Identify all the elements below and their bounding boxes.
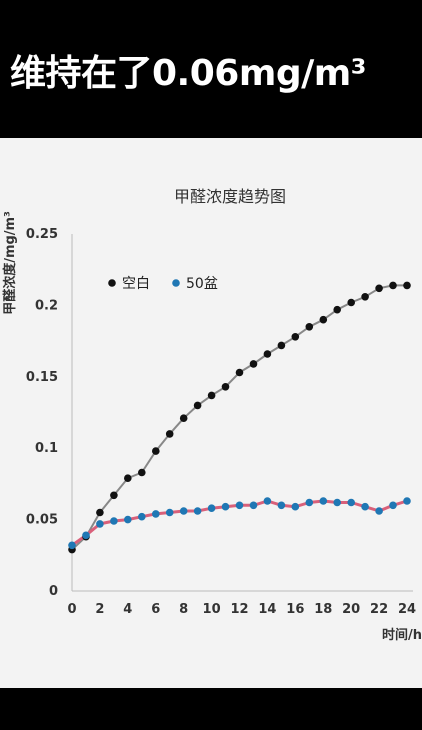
x-tick-label: 10 bbox=[203, 602, 221, 617]
data-point bbox=[165, 508, 174, 517]
bottom-bar bbox=[0, 688, 422, 730]
x-tick-label: 18 bbox=[314, 602, 332, 617]
chart-panel: 甲醛浓度趋势图 甲醛浓度/mg/m³ 时间/h 0 0.05 0.1 0.15 0.2 0… bbox=[0, 138, 422, 688]
y-tick-label: 0.15 bbox=[26, 370, 58, 385]
data-point bbox=[361, 502, 369, 511]
axes bbox=[71, 234, 413, 592]
data-point bbox=[138, 512, 146, 521]
x-tick-label: 14 bbox=[258, 602, 276, 617]
data-point bbox=[389, 281, 397, 290]
data-point bbox=[361, 293, 369, 301]
data-point bbox=[152, 510, 160, 518]
series-lines bbox=[71, 284, 408, 551]
data-point bbox=[347, 498, 356, 507]
data-point bbox=[110, 517, 118, 525]
x-tick-label: 16 bbox=[286, 602, 304, 617]
y-tick-label: 0.05 bbox=[26, 513, 58, 528]
legend-marker-0 bbox=[108, 279, 116, 287]
data-point bbox=[291, 502, 300, 511]
x-axis-title: 时间/h bbox=[382, 627, 422, 643]
legend-label-1: 50盆 bbox=[186, 276, 218, 292]
data-point bbox=[124, 474, 132, 483]
data-point bbox=[333, 498, 342, 507]
data-point bbox=[277, 501, 286, 510]
data-point bbox=[68, 541, 76, 550]
data-point bbox=[249, 501, 258, 510]
data-point bbox=[333, 305, 342, 314]
data-point bbox=[319, 315, 328, 324]
data-point bbox=[207, 391, 216, 400]
data-point bbox=[291, 333, 300, 341]
x-tick-label: 8 bbox=[179, 602, 188, 617]
x-tick-label: 22 bbox=[370, 602, 388, 617]
y-axis-title: 甲醛浓度/mg/m³ bbox=[2, 211, 18, 315]
y-tick-label: 0.2 bbox=[35, 298, 58, 313]
x-tick-label: 2 bbox=[95, 602, 104, 617]
series-points bbox=[68, 281, 411, 554]
data-point bbox=[305, 498, 314, 507]
data-point bbox=[96, 508, 104, 517]
data-point bbox=[319, 497, 328, 505]
y-tick-label: 0.25 bbox=[26, 227, 58, 242]
data-point bbox=[165, 430, 174, 438]
data-point bbox=[403, 497, 411, 505]
legend-marker-1 bbox=[172, 279, 180, 287]
caption-text: 维持在了0.06mg/m³ bbox=[10, 53, 367, 94]
data-point bbox=[235, 368, 244, 377]
tick-labels: 00.050.10.150.20.250 2 4 6 8 10 12 14 16 18 20 22 24 bbox=[26, 227, 416, 617]
data-point bbox=[263, 497, 272, 505]
data-point bbox=[235, 501, 244, 510]
data-point bbox=[193, 401, 202, 410]
x-tick-label: 6 bbox=[151, 602, 160, 617]
data-point bbox=[110, 491, 118, 500]
data-point bbox=[403, 281, 411, 290]
x-tick-label: 4 bbox=[123, 602, 132, 617]
legend-label-0: 空白 bbox=[122, 276, 150, 292]
data-point bbox=[179, 414, 188, 423]
data-point bbox=[221, 383, 230, 391]
data-point bbox=[138, 468, 146, 477]
caption-banner: 维持在了0.06mg/m³ bbox=[0, 0, 422, 138]
y-tick-label: 0 bbox=[49, 584, 58, 599]
data-point bbox=[375, 507, 383, 515]
legend: 空白 50盆 bbox=[108, 276, 218, 292]
data-point bbox=[207, 504, 216, 512]
data-point bbox=[124, 515, 132, 524]
data-point bbox=[249, 360, 258, 368]
formaldehyde-trend-chart: 甲醛浓度趋势图 甲醛浓度/mg/m³ 时间/h 0 0.05 0.1 0.15 0.2 0… bbox=[2, 187, 422, 643]
series-line-0 bbox=[71, 284, 407, 551]
data-point bbox=[221, 502, 230, 511]
data-point bbox=[152, 447, 160, 455]
x-tick-label: 20 bbox=[342, 602, 360, 617]
data-point bbox=[263, 350, 272, 358]
x-tick-label: 0 bbox=[67, 602, 76, 617]
data-point bbox=[389, 501, 397, 510]
y-tick-label: 0.1 bbox=[35, 441, 58, 456]
data-point bbox=[96, 520, 104, 528]
data-point bbox=[277, 341, 286, 350]
x-tick-label: 12 bbox=[230, 602, 248, 617]
x-tick-label: 24 bbox=[398, 602, 416, 617]
data-point bbox=[305, 323, 314, 331]
data-point bbox=[347, 298, 356, 307]
chart-title: 甲醛浓度趋势图 bbox=[174, 187, 286, 206]
data-point bbox=[375, 284, 383, 293]
data-point bbox=[193, 507, 202, 515]
data-point bbox=[179, 507, 188, 515]
data-point bbox=[82, 531, 90, 540]
